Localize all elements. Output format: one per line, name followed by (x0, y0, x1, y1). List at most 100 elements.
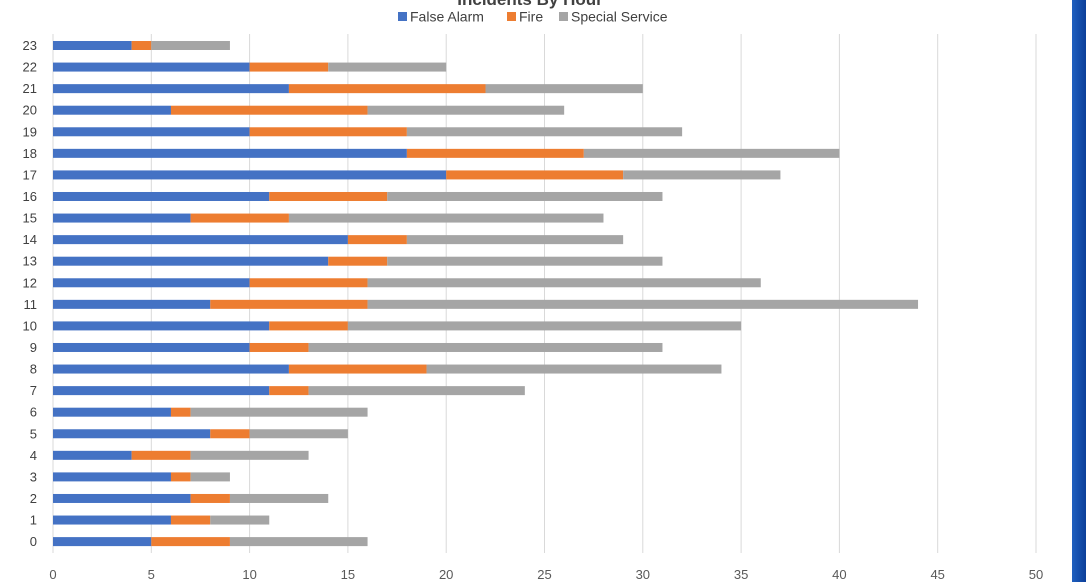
legend-swatch (507, 12, 516, 21)
y-tick-label: 8 (30, 362, 37, 377)
bar-fire (151, 537, 230, 547)
bar-false-alarm (53, 191, 270, 201)
bar-special-service (406, 127, 683, 137)
bar-fire (131, 41, 152, 50)
bar-fire (288, 84, 486, 94)
bar-special-service (151, 41, 230, 50)
y-tick-label: 6 (30, 405, 37, 420)
y-tick-label: 21 (23, 81, 37, 96)
bar-special-service (485, 84, 643, 94)
bar-special-service (210, 515, 270, 525)
bar-special-service (229, 537, 368, 547)
bar-false-alarm (53, 364, 289, 374)
x-tick-label: 45 (930, 567, 944, 582)
bar-false-alarm (53, 278, 250, 288)
bar-special-service (308, 342, 663, 352)
bars (53, 41, 919, 547)
bar-fire (249, 127, 407, 137)
y-tick-label: 23 (23, 38, 37, 53)
bar-fire (131, 450, 191, 460)
bar-fire (190, 493, 230, 503)
legend-swatch (398, 12, 407, 21)
bar-fire (249, 342, 309, 352)
bar-false-alarm (53, 515, 171, 525)
bar-special-service (406, 235, 624, 245)
x-tick-label: 50 (1029, 567, 1043, 582)
y-tick-label: 12 (23, 275, 37, 290)
bar-false-alarm (53, 537, 152, 547)
x-tick-label: 35 (734, 567, 748, 582)
bar-fire (328, 256, 388, 266)
legend-swatch (559, 12, 568, 21)
x-tick-label: 15 (341, 567, 355, 582)
y-tick-label: 20 (23, 103, 37, 118)
bar-special-service (623, 170, 781, 180)
y-tick-label: 9 (30, 340, 37, 355)
bar-false-alarm (53, 84, 289, 94)
bar-special-service (288, 213, 604, 223)
y-tick-label: 1 (30, 513, 37, 528)
bar-false-alarm (53, 235, 348, 245)
y-tick-label: 15 (23, 211, 37, 226)
bar-special-service (328, 62, 447, 72)
bar-false-alarm (53, 127, 250, 137)
bar-false-alarm (53, 213, 191, 223)
bar-special-service (190, 450, 309, 460)
bar-false-alarm (53, 299, 211, 309)
bar-false-alarm (53, 407, 171, 417)
x-tick-label: 0 (49, 567, 56, 582)
bar-special-service (367, 105, 565, 115)
y-tick-label: 18 (23, 146, 37, 161)
legend-label: Special Service (571, 9, 668, 25)
bar-fire (269, 386, 309, 396)
bar-fire (170, 515, 211, 525)
bar-false-alarm (53, 256, 329, 266)
chart-title: Incidents By Hour (457, 0, 603, 9)
legend-label: Fire (519, 9, 543, 25)
bar-fire (170, 407, 191, 417)
bar-false-alarm (53, 472, 171, 482)
bar-false-alarm (53, 342, 250, 352)
bar-false-alarm (53, 105, 171, 115)
bar-special-service (426, 364, 722, 374)
bar-special-service (308, 386, 525, 396)
bar-special-service (387, 191, 663, 201)
bar-fire (446, 170, 624, 180)
bar-special-service (583, 148, 840, 158)
x-tick-label: 5 (148, 567, 155, 582)
y-tick-label: 16 (23, 189, 37, 204)
bar-fire (347, 235, 407, 245)
y-tick-label: 0 (30, 534, 37, 549)
x-tick-labels: 0 5 10 15 20 25 30 35 40 45 50 (49, 567, 1043, 582)
bar-false-alarm (53, 450, 132, 460)
window-edge (1072, 0, 1086, 582)
legend-label: False Alarm (410, 9, 484, 25)
bar-special-service (229, 493, 329, 503)
bar-special-service (190, 407, 368, 417)
bar-fire (269, 191, 388, 201)
y-tick-label: 2 (30, 491, 37, 506)
y-tick-label: 3 (30, 469, 37, 484)
y-tick-label: 13 (23, 254, 37, 269)
bar-fire (210, 299, 368, 309)
bar-special-service (387, 256, 663, 266)
y-tick-label: 4 (30, 448, 37, 463)
x-tick-label: 25 (537, 567, 551, 582)
bar-fire (210, 429, 250, 439)
y-tick-label: 14 (23, 232, 37, 247)
x-tick-label: 20 (439, 567, 453, 582)
y-tick-label: 7 (30, 383, 37, 398)
gridlines (52, 34, 1037, 553)
bar-special-service (190, 472, 230, 482)
bar-false-alarm (53, 41, 132, 50)
bar-false-alarm (53, 170, 447, 180)
bar-false-alarm (53, 321, 270, 331)
bar-fire (190, 213, 289, 223)
y-tick-label: 17 (23, 167, 37, 182)
bar-fire (170, 105, 368, 115)
bar-fire (406, 148, 584, 158)
bar-false-alarm (53, 493, 191, 503)
bar-false-alarm (53, 148, 407, 158)
